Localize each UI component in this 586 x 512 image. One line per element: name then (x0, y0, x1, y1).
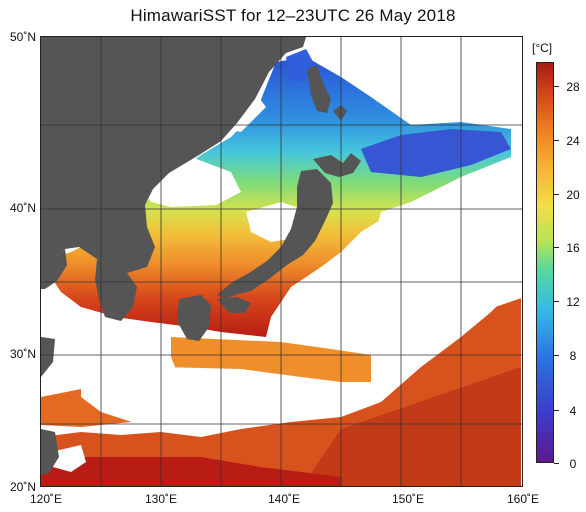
lat-label-40n: 40˚N (9, 201, 36, 215)
lat-lon-grid (41, 37, 522, 486)
lon-label-120e: 120˚E (29, 492, 63, 506)
lon-label-150e: 150˚E (391, 492, 425, 506)
colorbar-label-28: 28 (566, 80, 580, 94)
colorbar-label-24: 24 (566, 134, 580, 148)
colorbar (536, 62, 554, 463)
lat-label-20n: 20˚N (9, 480, 36, 494)
colorbar-tick-4 (554, 410, 559, 411)
colorbar-unit: [°C] (532, 41, 553, 55)
lon-label-140e: 140˚E (267, 492, 301, 506)
lon-label-160e: 160˚E (506, 492, 540, 506)
colorbar-tick-12 (554, 301, 559, 302)
colorbar-label-8: 8 (569, 349, 577, 363)
map-title: HimawariSST for 12–23UTC 26 May 2018 (130, 6, 456, 25)
colorbar-label-12: 12 (566, 295, 580, 309)
colorbar-tick-28 (554, 86, 559, 87)
colorbar-tick-16 (554, 247, 559, 248)
lat-label-30n: 30˚N (9, 347, 36, 361)
lon-label-130e: 130˚E (144, 492, 178, 506)
sst-map (40, 36, 523, 487)
lat-label-50n: 50˚N (9, 30, 36, 44)
colorbar-label-20: 20 (566, 188, 580, 202)
colorbar-label-0: 0 (569, 457, 577, 471)
sst-map-graphic (41, 37, 522, 486)
colorbar-label-16: 16 (566, 241, 580, 255)
land-areas (41, 37, 361, 475)
colorbar-tick-20 (554, 194, 559, 195)
colorbar-tick-8 (554, 355, 559, 356)
colorbar-label-4: 4 (569, 404, 577, 418)
colorbar-tick-24 (554, 140, 559, 141)
colorbar-tick-0 (554, 463, 559, 464)
